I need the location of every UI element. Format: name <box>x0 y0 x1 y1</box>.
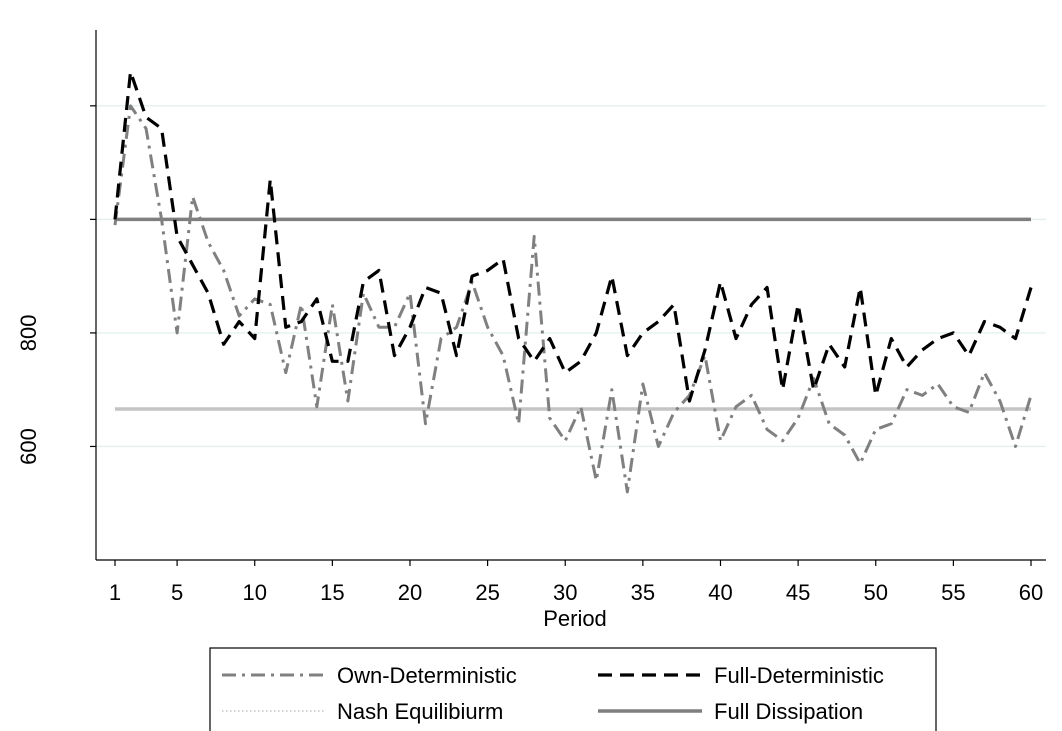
x-tick-label: 25 <box>475 580 499 605</box>
y-tick-label: 800 <box>16 315 41 352</box>
x-tick-label: 30 <box>553 580 577 605</box>
legend-label-own-deterministic: Own-Deterministic <box>337 663 517 688</box>
legend: Own-Deterministic Full-Deterministic Nash … <box>209 647 937 731</box>
legend-box <box>209 647 937 731</box>
x-tick-label: 20 <box>398 580 422 605</box>
x-tick-label: 10 <box>242 580 266 605</box>
x-tick-label: 45 <box>786 580 810 605</box>
series-lines <box>113 70 1033 494</box>
x-tick-label: 40 <box>708 580 732 605</box>
legend-label-full-deterministic: Full-Deterministic <box>714 663 884 688</box>
reference-lines <box>115 217 1031 411</box>
series-line-own-deterministic <box>113 104 1033 494</box>
x-axis-ticks: 1 5 10 15 20 25 30 35 40 45 50 55 60 <box>109 560 1043 605</box>
x-axis-title: Period <box>543 606 607 631</box>
series-line-full-deterministic <box>113 70 1033 403</box>
x-tick-label: 15 <box>320 580 344 605</box>
x-tick-label: 35 <box>631 580 655 605</box>
legend-label-full-dissipation: Full Dissipation <box>714 699 863 724</box>
x-tick-label: 55 <box>941 580 965 605</box>
legend-label-nash-equilibiurm: Nash Equilibiurm <box>337 699 503 724</box>
y-tick-label: 600 <box>16 428 41 465</box>
x-tick-label: 1 <box>109 580 121 605</box>
x-tick-label: 50 <box>864 580 888 605</box>
x-tick-label: 5 <box>171 580 183 605</box>
x-tick-label: 60 <box>1019 580 1043 605</box>
y-axis-ticks: 600 800 <box>16 105 96 465</box>
gridlines <box>96 105 1046 448</box>
